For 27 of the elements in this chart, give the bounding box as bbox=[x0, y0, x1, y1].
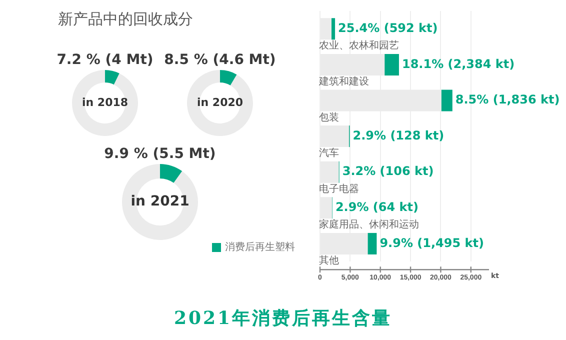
bar bbox=[331, 18, 336, 40]
y-tick-label: 农业、农林和园艺 bbox=[319, 40, 399, 52]
data-label: 18.1% (2,384 kt) bbox=[402, 56, 515, 71]
text: in 2018 bbox=[82, 96, 128, 109]
chart-title: 7.2 % (4 Mt) bbox=[56, 52, 154, 68]
y-tick-label: 家庭用品、休闲和运动 bbox=[319, 218, 419, 231]
bar bbox=[441, 90, 452, 112]
y-tick-label: 电子电器 bbox=[319, 182, 359, 195]
data-label: 3.2% (106 kt) bbox=[342, 164, 434, 178]
y-tick-label: 包装 bbox=[319, 111, 339, 124]
data-label: 9.9% (1,495 kt) bbox=[380, 236, 484, 250]
text: in 2020 bbox=[196, 96, 244, 109]
y-tick-label: 汽车 bbox=[319, 147, 339, 160]
data-label: 8.5% (1,836 kt) bbox=[455, 92, 560, 107]
y-tick-label: 建筑和建设 bbox=[318, 75, 369, 88]
bar bbox=[384, 54, 399, 76]
text: 新产品中的回收成分 bbox=[58, 10, 193, 29]
data-label: 2.9% (64 kt) bbox=[335, 200, 418, 214]
chart-title: 8.5 % (4.6 Mt) bbox=[163, 52, 277, 68]
text: 2021年消费后再生含量 bbox=[172, 307, 394, 330]
data-label: 25.4% (592 kt) bbox=[338, 21, 438, 36]
y-tick-label: 其他 bbox=[319, 254, 339, 266]
data-label: 2.9% (128 kt) bbox=[352, 128, 444, 142]
text: in 2021 bbox=[130, 194, 190, 210]
bar bbox=[368, 232, 377, 254]
legend-label: 消费后再生塑料 bbox=[225, 240, 295, 254]
chart-title: 9.9 % (5.5 Mt) bbox=[103, 146, 217, 162]
